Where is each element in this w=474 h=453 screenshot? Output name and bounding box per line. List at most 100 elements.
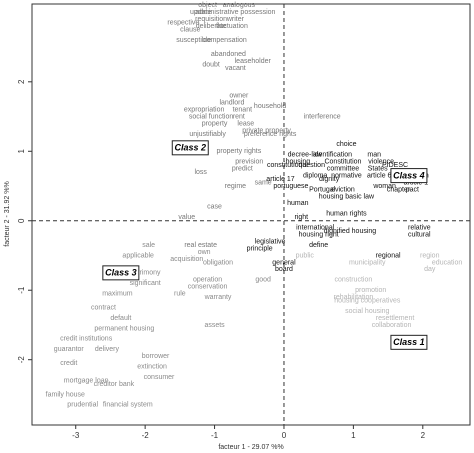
word-point: leaseholder [235, 58, 272, 65]
x-tick-label: -1 [211, 431, 219, 440]
word-point: clause [180, 27, 200, 34]
word-point: chapter [387, 186, 411, 193]
word-point: own [198, 249, 211, 256]
y-tick-label: -2 [17, 356, 26, 364]
word-point: good [255, 277, 271, 284]
word-point: patrimony [130, 270, 161, 277]
word-point: States [368, 165, 388, 172]
word-point: choice [336, 141, 356, 148]
word-point: guarantor [54, 346, 85, 353]
word-point: promotion [355, 287, 386, 294]
word-point: woman [372, 183, 396, 190]
word-point: regime [225, 183, 247, 190]
class-label: Class 4 [393, 170, 425, 180]
word-point: maximum [102, 291, 133, 298]
word-point: day [424, 266, 436, 273]
class-box [102, 265, 140, 281]
word-point: permanent housing [94, 325, 154, 332]
x-tick-label: -3 [72, 431, 80, 440]
word-point: conservation [188, 284, 228, 291]
word-point: property rights [216, 148, 261, 155]
word-point: Portugal [309, 186, 336, 193]
word-point: expropriation [184, 106, 225, 113]
word-point: property [202, 120, 228, 127]
word-point: public [296, 252, 315, 259]
word-point: construction [335, 277, 373, 284]
word-point: prevision [235, 159, 263, 166]
word-point: region [420, 252, 440, 259]
word-point: warranty [204, 294, 232, 301]
word-point: international [296, 225, 335, 232]
y-tick-label: -1 [17, 286, 26, 294]
word-point: human [287, 200, 309, 207]
word-point: housing [286, 159, 311, 166]
word-point: preference rights [244, 131, 297, 138]
word-point: deliberate [196, 23, 227, 30]
x-tick-label: 1 [351, 431, 356, 440]
word-point: default [110, 315, 131, 322]
word-point: diploma [303, 172, 328, 179]
word-point: value [178, 214, 195, 221]
word-point: operation [193, 277, 222, 284]
class-label: Class 3 [105, 268, 137, 278]
word-point: susceptible [176, 37, 211, 44]
word-point: collaboration [372, 322, 412, 329]
word-point: rule [174, 291, 186, 298]
word-point: household [254, 103, 286, 110]
word-point: significant [130, 280, 161, 287]
word-point: writer [226, 16, 245, 23]
word-point: committee [327, 165, 359, 172]
class-label: Class 2 [174, 143, 206, 153]
word-point: delivery [95, 346, 120, 353]
word-point: same [255, 179, 272, 186]
x-axis-label: facteur 1 - 29.07 %% [218, 444, 283, 451]
word-point: administrative possession [195, 9, 275, 16]
word-point: fluctuation [216, 23, 248, 30]
word-point: private property [242, 127, 291, 134]
word-point: credit [60, 360, 77, 367]
word-point: human rights [326, 211, 367, 218]
word-point: relative [408, 225, 431, 232]
word-point: family house [46, 391, 85, 398]
word-point: compensation [203, 37, 247, 44]
word-point: credit institutions [60, 336, 113, 343]
word-point: housing basic law [319, 193, 375, 200]
y-tick-label: 2 [17, 79, 26, 84]
word-point: general [272, 259, 296, 266]
word-point: owner [229, 93, 249, 100]
word-point: man [367, 152, 381, 159]
class-box [390, 168, 428, 184]
word-point: identification [313, 152, 352, 159]
word-point: abandoned [211, 51, 246, 58]
word-point: prudential [67, 402, 98, 409]
word-point: cultural [408, 231, 431, 238]
word-point: contract [91, 304, 116, 311]
word-point: board [275, 266, 293, 273]
word-point: case [207, 204, 222, 211]
word-point: acquisition [170, 256, 203, 263]
word-point: education [432, 259, 462, 266]
class-label: Class 1 [393, 337, 425, 347]
word-point: housing cooperatives [334, 297, 401, 304]
word-point: article 17 [266, 176, 295, 183]
word-point: principle [247, 245, 273, 252]
word-point: vacant [225, 65, 246, 72]
word-point: creditor bank [94, 381, 135, 388]
word-point: obligation [203, 259, 233, 266]
word-point: predict [232, 165, 253, 172]
class-box [171, 140, 209, 156]
word-point: article 65 [367, 172, 396, 179]
word-point: social function [189, 113, 233, 120]
word-point: portuguese [273, 183, 308, 190]
word-point: resettlement [376, 315, 415, 322]
word-point: municipality [349, 259, 386, 266]
word-point: assets [204, 322, 225, 329]
word-point: rent [233, 113, 245, 120]
word-point: lease [237, 120, 254, 127]
word-point: landlord [219, 99, 244, 106]
word-point: doubt [202, 61, 220, 68]
word-point: sale [142, 242, 155, 249]
word-point: mortgage loan [64, 377, 109, 384]
word-point: pact [406, 186, 419, 193]
